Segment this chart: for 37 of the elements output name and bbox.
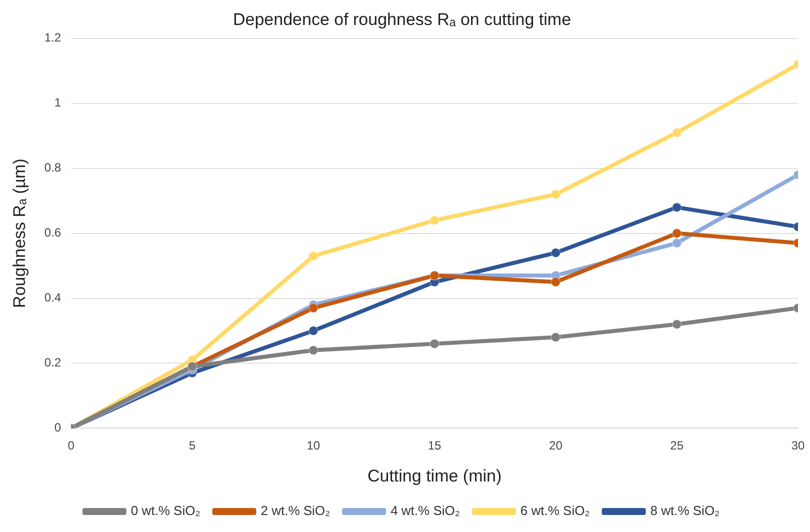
point bbox=[672, 319, 682, 330]
legend-label: 4 wt.% SiO₂ bbox=[390, 503, 460, 518]
x-tick-label: 0 bbox=[68, 438, 75, 453]
y-tick-label: 1.2 bbox=[44, 30, 62, 45]
x-tick-label: 25 bbox=[670, 438, 684, 453]
point bbox=[308, 303, 318, 314]
point bbox=[550, 332, 561, 342]
legend-label: 6 wt.% SiO₂ bbox=[520, 503, 590, 518]
chart-title: Dependence of roughness Rₐ on cutting time bbox=[232, 10, 572, 29]
point bbox=[430, 338, 440, 349]
y-tick-label: 0.2 bbox=[44, 356, 62, 370]
point bbox=[430, 215, 440, 226]
x-tick-label: 5 bbox=[188, 438, 196, 453]
y-tick-label: 0.4 bbox=[44, 290, 62, 305]
x-axis-title: Cutting time (min) bbox=[367, 466, 502, 486]
x-tick-label: 15 bbox=[428, 438, 442, 453]
x-tick-label: 20 bbox=[549, 438, 563, 453]
y-tick-label: 1 bbox=[54, 96, 62, 110]
legend-label: 8 wt.% SiO₂ bbox=[650, 503, 720, 518]
point bbox=[550, 248, 561, 258]
point bbox=[672, 238, 682, 248]
point bbox=[550, 189, 561, 200]
point bbox=[308, 326, 318, 336]
point bbox=[672, 202, 682, 212]
y-tick-label: 0 bbox=[54, 420, 62, 435]
legend-label: 0 wt.% SiO₂ bbox=[130, 503, 200, 518]
y-tick-label: 0.6 bbox=[44, 226, 62, 240]
point bbox=[672, 228, 682, 238]
point bbox=[550, 277, 561, 288]
point bbox=[672, 128, 682, 138]
x-tick-label: 30 bbox=[791, 438, 805, 453]
point bbox=[308, 345, 318, 356]
y-axis-title: Roughness Rₐ (µm) bbox=[10, 158, 29, 308]
legend-label: 2 wt.% SiO₂ bbox=[260, 503, 330, 518]
x-tick-label: 10 bbox=[306, 438, 320, 453]
point bbox=[308, 251, 318, 262]
y-tick-label: 0.8 bbox=[44, 160, 62, 175]
